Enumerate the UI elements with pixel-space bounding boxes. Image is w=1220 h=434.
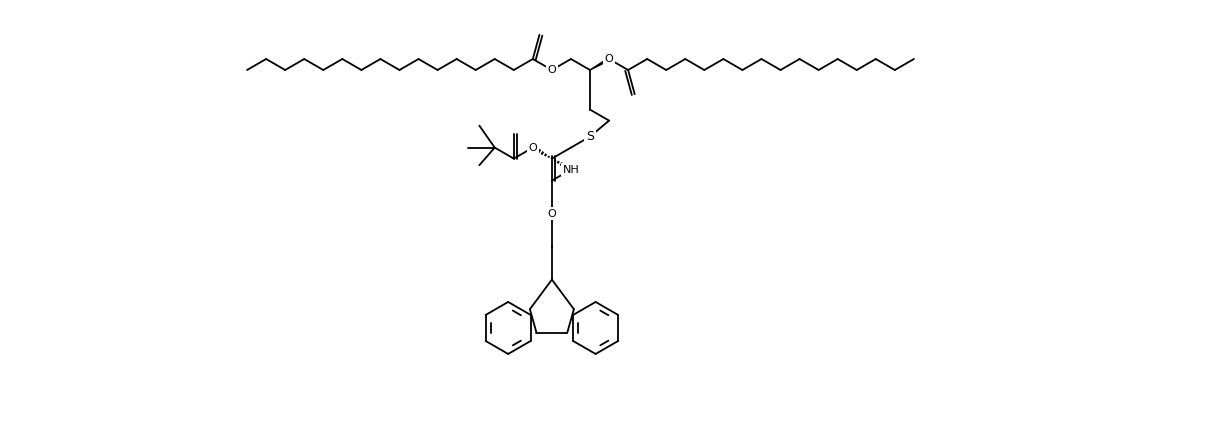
- Polygon shape: [590, 57, 610, 70]
- Text: S: S: [586, 130, 594, 143]
- Text: O: O: [605, 54, 614, 64]
- Text: O: O: [548, 65, 556, 75]
- Text: O: O: [548, 209, 556, 219]
- Text: O: O: [528, 143, 537, 153]
- Text: NH: NH: [562, 164, 580, 174]
